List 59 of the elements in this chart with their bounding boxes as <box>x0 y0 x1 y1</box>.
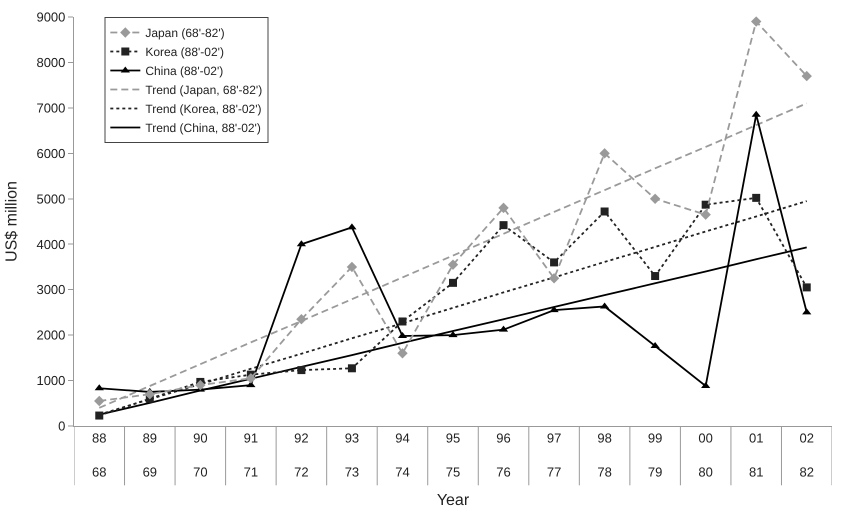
category-label: 95 75 <box>446 430 460 480</box>
point <box>398 317 406 326</box>
point <box>651 272 660 280</box>
category-label: 98 78 <box>597 430 612 480</box>
point <box>95 412 104 420</box>
y-tick-label: 7000 <box>36 100 66 116</box>
point <box>548 273 560 284</box>
point <box>599 148 610 159</box>
point <box>195 380 206 390</box>
x-axis-title: Year <box>436 492 470 510</box>
point <box>500 221 508 230</box>
y-tick-label: 9000 <box>36 10 66 25</box>
category-label: 91 71 <box>244 430 258 480</box>
category-label: 90 70 <box>193 430 208 480</box>
y-axis-title: US$ million <box>3 181 20 262</box>
point <box>144 388 155 400</box>
point <box>498 202 509 214</box>
point <box>802 70 812 82</box>
point <box>600 208 609 216</box>
category-label: 93 73 <box>344 430 360 480</box>
point <box>550 258 558 266</box>
legend-label: Korea (88'-02') <box>145 45 224 60</box>
legend-label: China (88'-02') <box>145 64 224 78</box>
y-tick-label: 5000 <box>36 191 66 206</box>
point <box>448 259 458 270</box>
point <box>751 16 762 27</box>
category-label: 88 68 <box>92 430 107 480</box>
point <box>752 194 760 202</box>
y-tick-label: 2000 <box>36 328 66 343</box>
point <box>348 364 356 372</box>
y-tick-label: 3000 <box>36 282 66 298</box>
point <box>650 194 660 204</box>
point <box>346 262 358 272</box>
legend-label: Japan (68'-82') <box>145 26 225 40</box>
legend-label: Trend (China, 88'-02') <box>145 121 261 136</box>
category-label: 00 80 <box>698 430 713 480</box>
y-tick-label: 1000 <box>36 373 66 388</box>
category-label: 01 81 <box>748 430 764 480</box>
legend-label: Trend (Korea, 88'-02') <box>145 102 262 116</box>
point <box>397 348 408 358</box>
legend-label: Trend (Japan, 68'-82') <box>145 83 262 98</box>
category-label: 94 74 <box>395 430 410 480</box>
point <box>449 278 457 287</box>
category-label: 02 82 <box>799 430 814 480</box>
y-tick-label: 0 <box>58 418 66 434</box>
category-label: 96 76 <box>496 430 511 480</box>
category-label: 99 79 <box>648 430 662 480</box>
category-label: 92 72 <box>294 430 309 480</box>
point <box>700 209 711 220</box>
category-label: 89 69 <box>142 430 158 480</box>
y-tick-label: 4000 <box>36 236 66 252</box>
y-tick-label: 6000 <box>36 146 66 161</box>
point <box>94 396 104 406</box>
point <box>802 283 811 292</box>
y-tick-label: 8000 <box>36 54 66 70</box>
category-label: 97 77 <box>546 430 562 480</box>
point <box>296 314 307 324</box>
point <box>297 366 306 374</box>
point <box>246 373 256 384</box>
